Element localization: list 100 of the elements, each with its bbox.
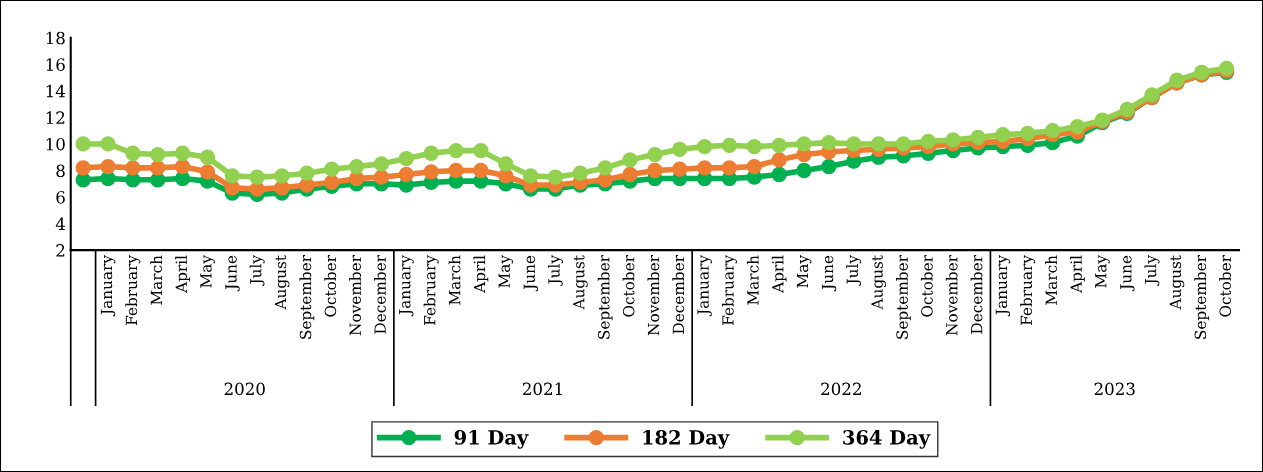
x-tick-label: January	[697, 255, 712, 317]
point	[100, 158, 116, 175]
point	[199, 164, 216, 180]
point	[150, 146, 166, 163]
point	[721, 137, 738, 153]
point	[796, 162, 812, 179]
point	[75, 136, 91, 152]
x-tick-label: April	[175, 255, 190, 293]
point	[423, 164, 439, 180]
point	[721, 160, 738, 176]
x-tick-label: August	[274, 255, 290, 310]
text: 2022	[821, 382, 861, 396]
text: 2020	[224, 382, 265, 396]
legend-label: 182 Day	[643, 429, 730, 449]
x-tick-label: June	[523, 255, 538, 292]
x-tick-label: February	[1020, 255, 1036, 325]
y-tick-label: 18	[46, 31, 65, 45]
point	[945, 132, 961, 148]
point	[746, 138, 762, 155]
x-tick-label: July	[547, 255, 563, 286]
x-tick-label: October	[1219, 255, 1232, 317]
x-tick-label: April	[1070, 255, 1085, 293]
x-tick-label: March	[1045, 255, 1058, 305]
legend-label: 91 Day	[454, 429, 529, 449]
point	[174, 145, 191, 161]
y-tick-label: 6	[56, 191, 65, 204]
point	[672, 141, 688, 157]
y-tick-label: 4	[55, 217, 66, 230]
x-tick-label: March	[150, 255, 163, 305]
point	[796, 136, 812, 152]
x-tick-label: April	[771, 255, 787, 293]
x-tick-label: June	[225, 255, 240, 292]
x-tick-label: September	[1194, 255, 1210, 339]
x-tick-label: May	[796, 255, 812, 288]
point	[1044, 123, 1061, 139]
point	[324, 174, 340, 191]
x-tick-label: August	[871, 255, 886, 310]
x-tick-label: August	[1169, 255, 1185, 310]
x-tick-label: April	[473, 255, 489, 293]
x-tick-label: October	[324, 255, 337, 317]
point	[100, 136, 116, 152]
point	[398, 166, 414, 183]
point	[274, 168, 290, 184]
point	[150, 160, 166, 176]
point	[423, 145, 439, 161]
point	[224, 168, 240, 184]
point	[125, 160, 141, 176]
point	[920, 133, 936, 149]
point	[547, 169, 564, 185]
y-tick-label: 14	[46, 84, 66, 98]
point	[771, 152, 787, 168]
point	[448, 142, 464, 159]
point	[75, 160, 91, 176]
point	[125, 145, 141, 161]
x-tick-label: October	[622, 255, 635, 317]
point	[522, 168, 539, 184]
point	[821, 158, 837, 175]
point	[498, 156, 514, 172]
point	[771, 137, 787, 153]
x-tick-label: November	[647, 255, 660, 336]
point	[373, 156, 390, 172]
point	[746, 158, 762, 175]
point	[348, 158, 365, 175]
x-tick-label: September	[896, 255, 911, 339]
point	[622, 166, 638, 183]
x-tick-label: December	[374, 255, 386, 334]
point	[647, 146, 663, 163]
point	[970, 129, 986, 145]
x-tick-label: October	[920, 255, 933, 317]
point	[622, 152, 638, 168]
x-tick-label: August	[573, 255, 588, 310]
x-tick-label: May	[200, 255, 215, 288]
x-tick-label: July	[846, 255, 862, 286]
x-tick-label: June	[821, 255, 837, 292]
x-tick-label: January	[995, 255, 1011, 317]
x-tick-label: November	[349, 255, 362, 336]
point	[473, 162, 489, 179]
point	[174, 158, 191, 175]
x-tick-label: November	[945, 255, 958, 336]
x-tick-label: May	[1095, 255, 1110, 288]
point	[448, 162, 464, 179]
x-tick-label: December	[970, 255, 983, 334]
text: 2021	[522, 382, 562, 396]
point	[821, 134, 837, 151]
legend-label: 364 Day	[843, 429, 931, 449]
point	[299, 165, 315, 181]
x-tick-label: January	[100, 255, 116, 317]
point	[324, 161, 340, 177]
y-tick-label: 2	[56, 244, 65, 257]
y-tick-label: 16	[46, 58, 65, 71]
x-tick-label: July	[1144, 255, 1160, 286]
x-tick-label: May	[498, 255, 514, 288]
point	[249, 169, 265, 185]
point	[373, 169, 390, 185]
x-tick-label: September	[597, 255, 613, 339]
x-tick-label: February	[423, 255, 439, 325]
point	[199, 149, 216, 165]
point	[398, 150, 414, 167]
point	[473, 142, 489, 159]
point	[672, 161, 688, 177]
